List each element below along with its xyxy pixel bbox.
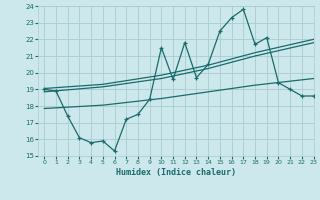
- X-axis label: Humidex (Indice chaleur): Humidex (Indice chaleur): [116, 168, 236, 177]
